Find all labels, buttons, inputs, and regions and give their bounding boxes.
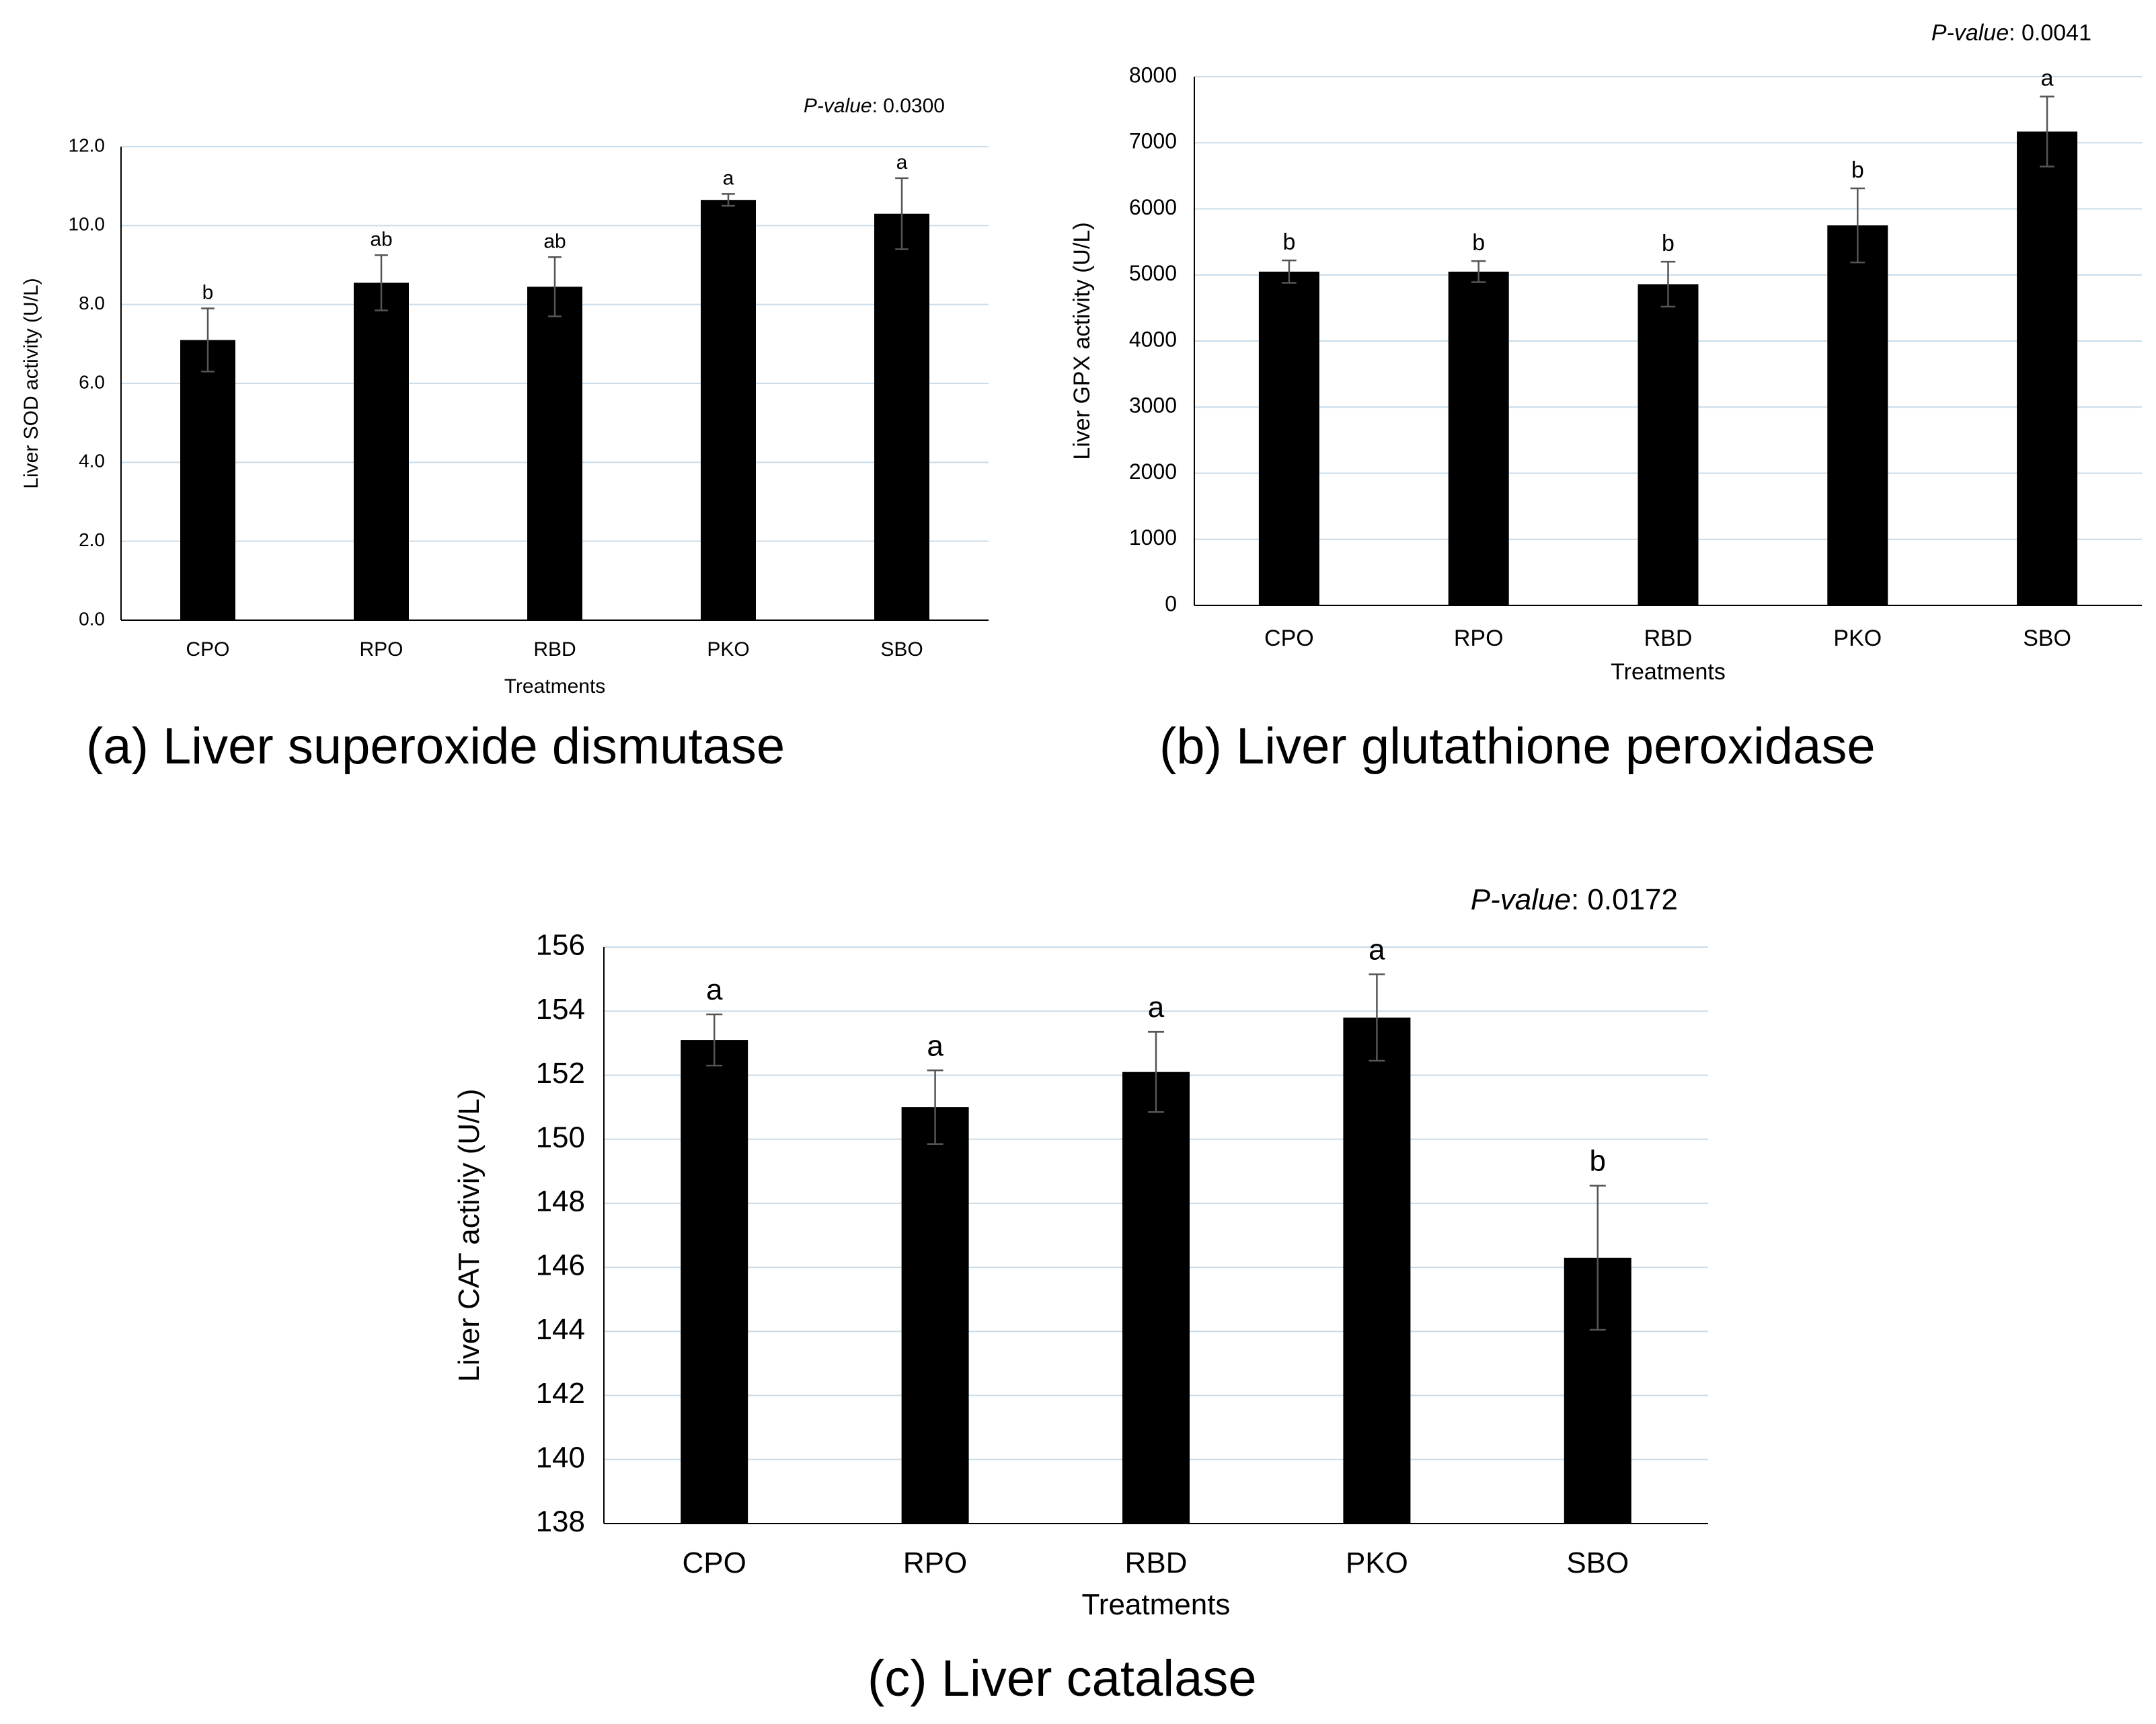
bar-b-sbo (2017, 131, 2078, 606)
panel-title-a: (a) Liver superoxide dismutase (86, 718, 785, 775)
y-tick-label-c: 144 (536, 1313, 585, 1346)
x-tick-label-c: CPO (683, 1546, 746, 1579)
significance-letter-a: b (202, 282, 214, 304)
bar-b-rbd (1638, 284, 1699, 605)
bar-b-pko (1827, 225, 1888, 605)
x-tick-label-c: RPO (903, 1546, 967, 1579)
x-tick-label-a: RPO (359, 638, 403, 661)
x-tick-label-a: PKO (707, 638, 749, 661)
x-tick-label-b: CPO (1264, 626, 1314, 651)
significance-letter-c: a (1148, 991, 1165, 1024)
significance-letter-a: a (723, 167, 734, 189)
y-tick-label-c: 156 (536, 929, 585, 962)
y-tick-label-b: 0 (1165, 591, 1177, 615)
y-tick-label-b: 8000 (1129, 63, 1177, 87)
bar-c-rbd (1122, 1072, 1190, 1524)
y-axis-title-c: Liver CAT activiy (U/L) (453, 1088, 486, 1382)
y-tick-label-b: 2000 (1129, 459, 1177, 484)
significance-letter-b: b (1472, 230, 1485, 256)
bar-a-pko (701, 200, 756, 620)
p-value-label-b: P-value (1931, 20, 2009, 46)
y-tick-label-c: 152 (536, 1057, 585, 1090)
x-axis-title-c: Treatments (1082, 1588, 1231, 1621)
y-tick-label-c: 148 (536, 1185, 585, 1218)
significance-letter-c: a (706, 973, 723, 1006)
p-value-label-c: P-value (1471, 883, 1571, 916)
x-axis-title-a: Treatments (504, 675, 606, 698)
significance-letter-b: b (1662, 231, 1674, 256)
bar-a-sbo (874, 213, 929, 620)
y-axis-title-a: Liver SOD activity (U/L) (20, 278, 42, 488)
bar-a-cpo (180, 340, 235, 620)
x-tick-label-a: SBO (880, 638, 923, 661)
significance-letter-a: a (896, 151, 908, 174)
y-tick-label-a: 12.0 (69, 135, 106, 155)
significance-letter-a: ab (370, 228, 392, 250)
y-tick-label-c: 140 (536, 1441, 585, 1474)
significance-letter-c: a (927, 1029, 944, 1062)
significance-letter-b: b (1282, 229, 1295, 255)
panel-title-c: (c) Liver catalase (868, 1650, 1257, 1707)
y-tick-label-a: 4.0 (79, 451, 105, 472)
bar-c-cpo (681, 1040, 748, 1524)
y-tick-label-c: 138 (536, 1505, 585, 1538)
x-tick-label-b: RPO (1454, 626, 1504, 651)
p-value-label-a: P-value (804, 95, 872, 117)
y-tick-label-b: 1000 (1129, 525, 1177, 550)
y-tick-label-a: 6.0 (79, 371, 105, 392)
significance-letter-c: a (1369, 933, 1385, 966)
x-tick-label-b: RBD (1644, 626, 1693, 651)
y-tick-label-c: 154 (536, 993, 585, 1026)
y-tick-label-c: 150 (536, 1121, 585, 1154)
y-axis-title-b: Liver GPX activity (U/L) (1069, 222, 1095, 459)
p-value-number-c: : 0.0172 (1571, 883, 1678, 916)
y-tick-label-a: 2.0 (79, 529, 105, 550)
y-tick-label-b: 7000 (1129, 129, 1177, 153)
x-tick-label-a: CPO (186, 638, 229, 661)
y-tick-label-a: 8.0 (79, 293, 105, 313)
x-tick-label-b: SBO (2023, 626, 2071, 651)
y-tick-label-c: 146 (536, 1249, 585, 1282)
x-axis-title-b: Treatments (1611, 659, 1726, 685)
y-tick-label-a: 10.0 (69, 214, 106, 235)
x-tick-label-c: RBD (1125, 1546, 1188, 1579)
panel-title-b: (b) Liver glutathione peroxidase (1159, 718, 1876, 775)
y-tick-label-b: 4000 (1129, 327, 1177, 351)
y-tick-label-b: 3000 (1129, 393, 1177, 418)
p-value-number-a: : 0.0300 (872, 95, 945, 117)
x-tick-label-c: PKO (1346, 1546, 1408, 1579)
y-tick-label-a: 0.0 (79, 608, 105, 629)
p-value-annotation-b: P-value: 0.0041 (1931, 20, 2091, 46)
p-value-annotation-c: P-value: 0.0172 (1471, 883, 1678, 916)
x-tick-label-a: RBD (533, 638, 576, 661)
significance-letter-a: ab (543, 230, 566, 252)
bar-c-rpo (901, 1107, 969, 1524)
y-tick-label-b: 6000 (1129, 195, 1177, 219)
bar-b-cpo (1258, 271, 1319, 605)
significance-letter-c: b (1590, 1145, 1606, 1178)
p-value-number-b: : 0.0041 (2009, 20, 2091, 46)
y-tick-label-c: 142 (536, 1377, 585, 1410)
bar-c-pko (1343, 1017, 1411, 1524)
significance-letter-b: b (1851, 157, 1864, 183)
y-tick-label-b: 5000 (1129, 261, 1177, 285)
x-tick-label-b: PKO (1833, 626, 1882, 651)
bar-a-rpo (354, 283, 409, 620)
significance-letter-b: a (2041, 65, 2054, 91)
x-tick-label-c: SBO (1566, 1546, 1629, 1579)
bar-a-rbd (527, 287, 582, 620)
p-value-annotation-a: P-value: 0.0300 (804, 95, 945, 117)
bar-b-rpo (1448, 271, 1509, 605)
